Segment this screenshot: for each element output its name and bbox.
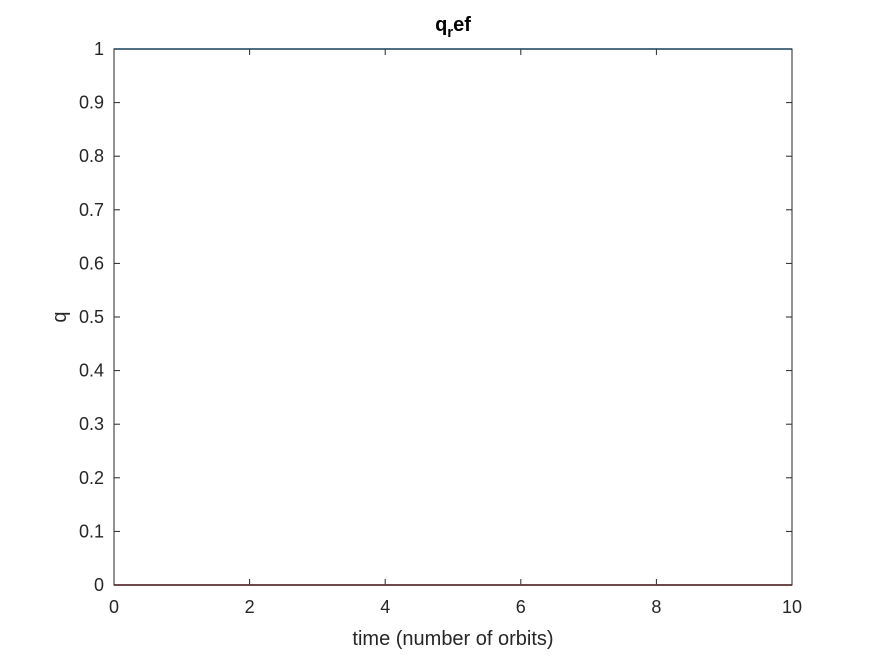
y-tick-label: 0.8 (79, 146, 104, 166)
x-tick-label: 4 (380, 597, 390, 617)
y-tick-label: 0.5 (79, 307, 104, 327)
y-tick-label: 0.7 (79, 200, 104, 220)
y-tick-label: 0.9 (79, 93, 104, 113)
x-tick-label: 0 (109, 597, 119, 617)
chart-title: qref (435, 14, 471, 41)
y-tick-label: 0.3 (79, 414, 104, 434)
y-tick-label: 1 (94, 39, 104, 59)
y-tick-label: 0 (94, 575, 104, 595)
chart-title-subscript: r (447, 24, 453, 41)
chart-title-suffix: ef (453, 14, 471, 36)
x-tick-label: 6 (516, 597, 526, 617)
y-tick-label: 0.6 (79, 253, 104, 273)
plot-area (114, 49, 792, 585)
x-axis-label: time (number of orbits) (352, 628, 553, 650)
ticks-layer: 0 2 4 6 8 10 0 0.1 0.2 0.3 0.4 0.5 0.6 0.7 0.8 0.9 1 (79, 39, 802, 617)
x-tick-label: 2 (245, 597, 255, 617)
y-tick-label: 0.4 (79, 361, 104, 381)
x-tick-label: 8 (651, 597, 661, 617)
y-axis-label: q (49, 311, 71, 322)
y-tick-label: 0.1 (79, 521, 104, 541)
chart-title-main: q (435, 14, 447, 36)
x-tick-label: 10 (782, 597, 802, 617)
axes-box (113, 48, 793, 586)
y-tick-label: 0.2 (79, 468, 104, 488)
